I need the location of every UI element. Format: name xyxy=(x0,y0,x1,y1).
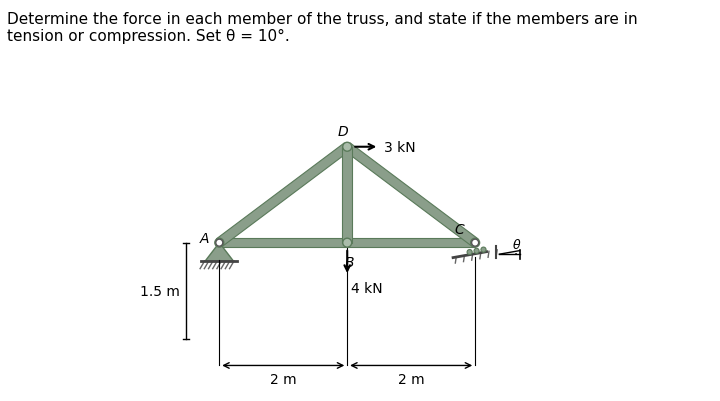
Circle shape xyxy=(215,239,224,247)
Polygon shape xyxy=(205,243,233,261)
Text: 4 kN: 4 kN xyxy=(351,282,382,295)
Polygon shape xyxy=(344,144,478,247)
Text: 2 m: 2 m xyxy=(398,372,425,386)
Polygon shape xyxy=(220,238,347,248)
Circle shape xyxy=(481,247,486,253)
Text: C: C xyxy=(454,223,464,237)
Text: B: B xyxy=(345,256,354,270)
Text: A: A xyxy=(199,232,209,245)
Text: D: D xyxy=(338,124,348,138)
Text: 2 m: 2 m xyxy=(270,372,297,386)
Circle shape xyxy=(471,239,480,247)
Text: 1.5 m: 1.5 m xyxy=(140,284,180,298)
Polygon shape xyxy=(217,144,350,247)
Text: θ: θ xyxy=(513,238,521,251)
Circle shape xyxy=(467,250,472,255)
Circle shape xyxy=(474,249,479,254)
Text: 3 kN: 3 kN xyxy=(384,140,415,154)
Text: Determine the force in each member of the truss, and state if the members are in: Determine the force in each member of th… xyxy=(7,12,638,45)
Polygon shape xyxy=(347,238,475,248)
Circle shape xyxy=(216,239,222,247)
Polygon shape xyxy=(343,148,352,243)
Circle shape xyxy=(343,239,351,247)
Circle shape xyxy=(472,239,479,247)
Circle shape xyxy=(343,143,351,152)
